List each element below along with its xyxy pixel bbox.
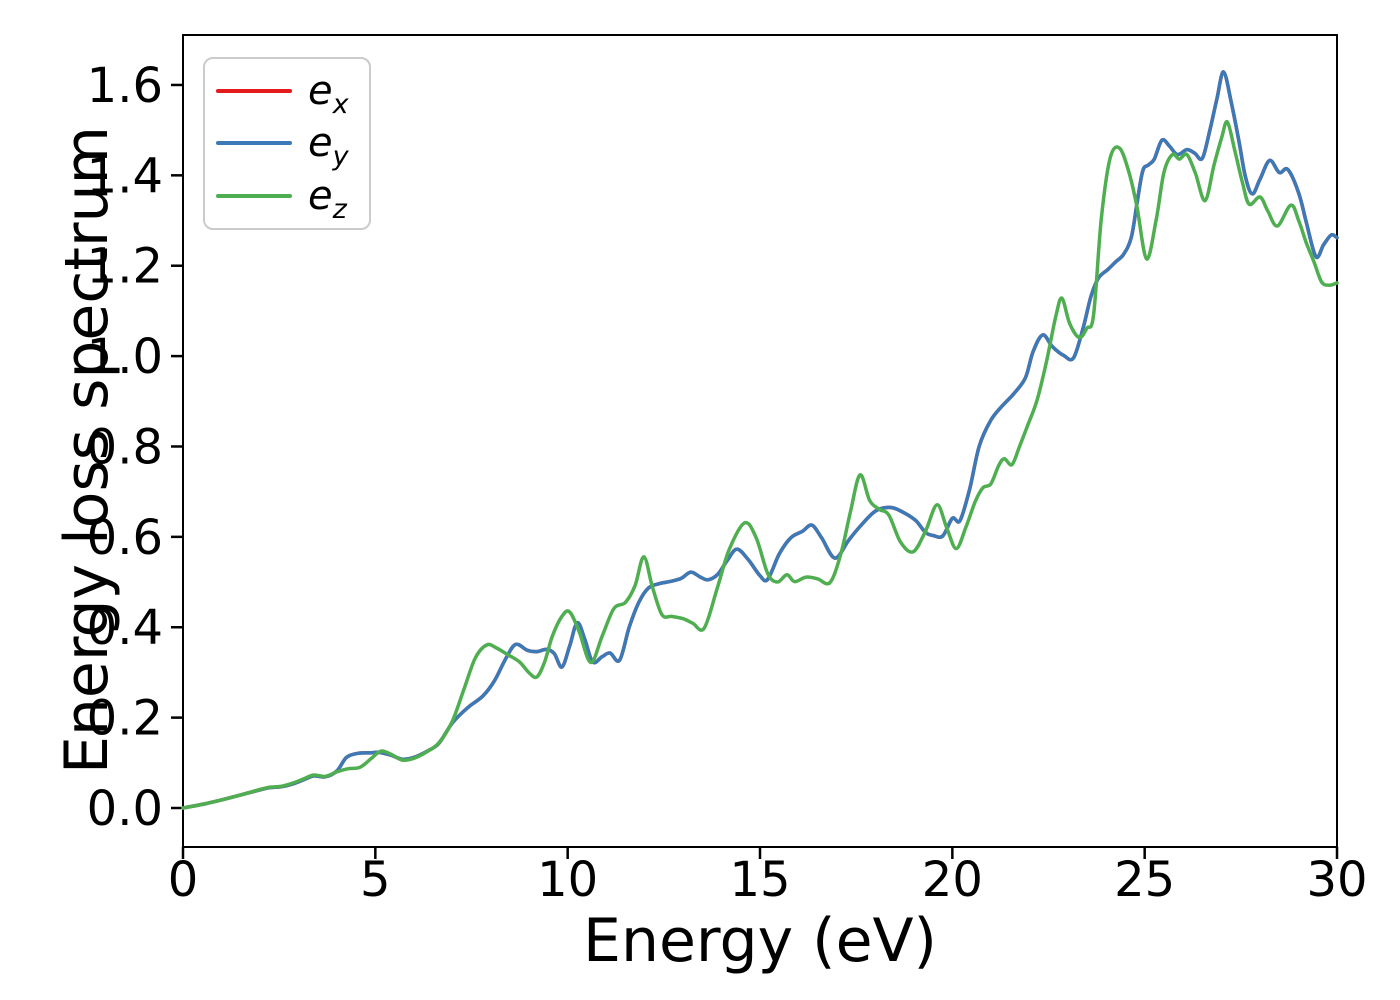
y-tick-label: 1.0 xyxy=(87,329,163,385)
y-tick-label: 1.2 xyxy=(87,239,163,295)
legend-line-ez xyxy=(216,193,292,198)
x-tick-label: 30 xyxy=(1306,852,1367,908)
y-tick-label: 0.8 xyxy=(87,419,163,475)
legend-label-ex-sub: x xyxy=(332,89,349,121)
y-tick-label: 0.6 xyxy=(87,510,163,566)
y-tick-label: 1.6 xyxy=(87,58,163,114)
x-axis-label: Energy (eV) xyxy=(583,906,937,976)
legend-label-ez-sub: z xyxy=(332,193,347,225)
x-tick-label: 25 xyxy=(1114,852,1175,908)
legend-label-ex-base: e xyxy=(308,68,333,115)
legend-label-ex: ex xyxy=(308,68,349,118)
x-tick-label: 0 xyxy=(168,852,199,908)
legend-item-ez: ez xyxy=(205,170,369,223)
y-tick-label: 0.0 xyxy=(87,781,163,837)
y-tick-label: 0.4 xyxy=(87,600,163,656)
legend-label-ey-sub: y xyxy=(332,141,349,173)
x-tick-label: 5 xyxy=(360,852,391,908)
y-tick-label: 0.2 xyxy=(87,691,163,747)
x-tick-label: 10 xyxy=(537,852,598,908)
y-tick-label: 1.4 xyxy=(87,148,163,204)
legend: ex ey ez xyxy=(203,57,371,230)
legend-item-ey: ey xyxy=(205,117,369,170)
legend-label-ez: ez xyxy=(308,172,347,223)
legend-label-ey: ey xyxy=(308,120,349,170)
legend-label-ey-base: e xyxy=(308,120,333,167)
curve-e_z xyxy=(181,119,1339,810)
legend-line-ex xyxy=(216,89,292,94)
legend-label-ez-base: e xyxy=(308,172,333,219)
x-tick-label: 20 xyxy=(922,852,983,908)
y-axis-label: Energy loss spectrum xyxy=(52,125,122,775)
legend-item-ex: ex xyxy=(205,65,369,118)
legend-line-ey xyxy=(216,141,292,146)
x-tick-label: 15 xyxy=(729,852,790,908)
